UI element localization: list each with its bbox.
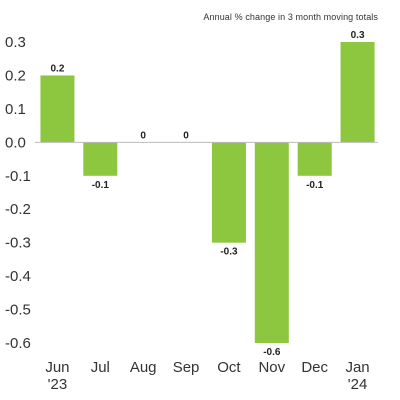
- data-label: -0.3: [220, 247, 238, 258]
- x-tick-label: '23: [48, 376, 68, 393]
- y-tick-label: -0.1: [5, 168, 31, 185]
- bar: [83, 142, 118, 176]
- y-tick-label: -0.2: [5, 201, 31, 218]
- x-tick-label: Aug: [130, 359, 157, 376]
- data-label: 0.2: [50, 63, 64, 74]
- bar: [254, 142, 289, 343]
- x-tick-label: '24: [348, 376, 368, 393]
- y-tick-label: -0.5: [5, 302, 31, 319]
- data-label: 0.3: [351, 30, 365, 41]
- chart-subtitle: Annual % change in 3 month moving totals: [203, 12, 378, 22]
- y-tick-label: -0.6: [5, 335, 31, 352]
- x-tick-label: Oct: [217, 359, 241, 376]
- bar: [340, 42, 375, 143]
- y-tick-label: -0.3: [5, 235, 31, 252]
- data-label: 0: [140, 130, 146, 141]
- x-tick-label: Dec: [301, 359, 328, 376]
- y-tick-label: 0.0: [5, 134, 26, 151]
- y-tick-label: 0.1: [5, 101, 26, 118]
- y-tick-label: -0.4: [5, 268, 31, 285]
- y-tick-label: 0.3: [5, 34, 26, 51]
- data-label: 0: [183, 130, 189, 141]
- y-tick-label: 0.2: [5, 67, 26, 84]
- data-label: -0.1: [306, 180, 324, 191]
- x-tick-label: Sep: [173, 359, 200, 376]
- data-label: -0.6: [263, 347, 281, 358]
- data-label: -0.1: [92, 180, 110, 191]
- x-tick-label: Jul: [91, 359, 110, 376]
- bar: [297, 142, 332, 176]
- x-tick-label: Jan: [345, 359, 369, 376]
- bar: [211, 142, 246, 243]
- x-tick-label: Nov: [258, 359, 285, 376]
- bar: [40, 75, 75, 143]
- x-tick-label: Jun: [45, 359, 69, 376]
